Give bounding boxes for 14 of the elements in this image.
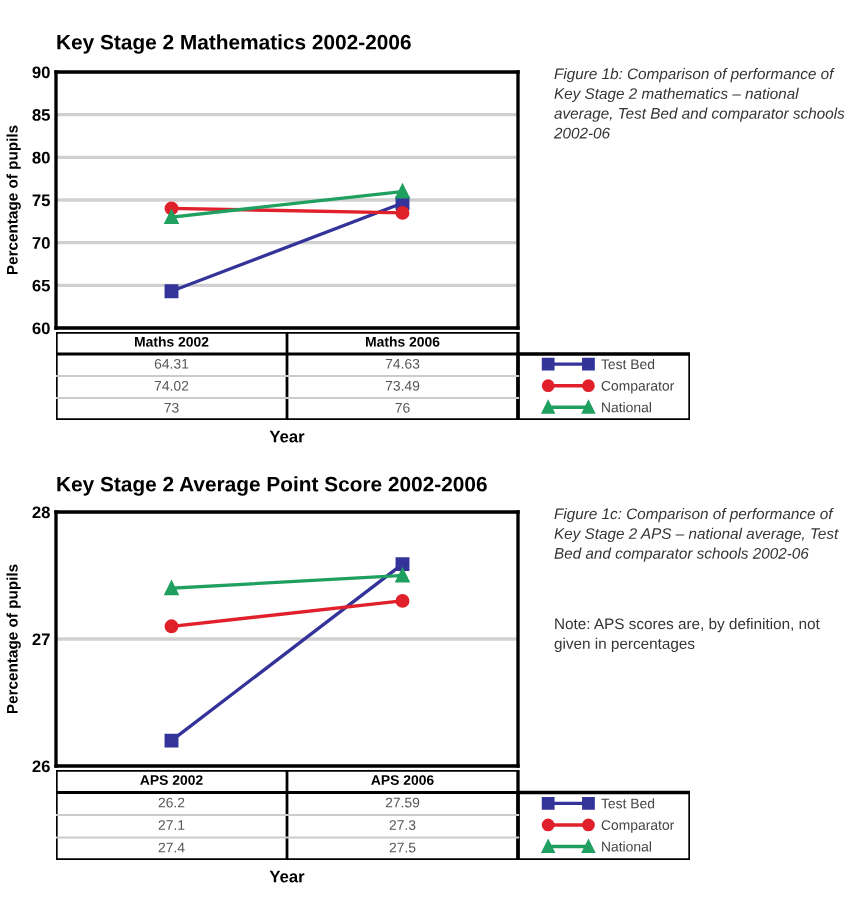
x-axis-title: Year <box>269 430 305 443</box>
y-tick-label: 27 <box>32 633 50 646</box>
y-tick-label: 80 <box>32 151 50 164</box>
y-tick-label: 60 <box>32 322 50 335</box>
y-tick-label: 90 <box>32 66 50 79</box>
y-tick-label: 85 <box>32 109 50 121</box>
y-tick-label: 28 <box>32 506 50 519</box>
y-tick-label: 26 <box>32 760 50 773</box>
chart-title: Key Stage 2 Mathematics 2002-2006 <box>57 34 411 54</box>
x-axis-title: Year <box>269 870 305 883</box>
y-tick-label: 65 <box>32 279 50 292</box>
chart-title: Key Stage 2 Average Point Score 2002-2006 <box>57 476 487 496</box>
y-tick-label: 75 <box>32 194 50 207</box>
y-tick-label: 70 <box>32 237 50 249</box>
